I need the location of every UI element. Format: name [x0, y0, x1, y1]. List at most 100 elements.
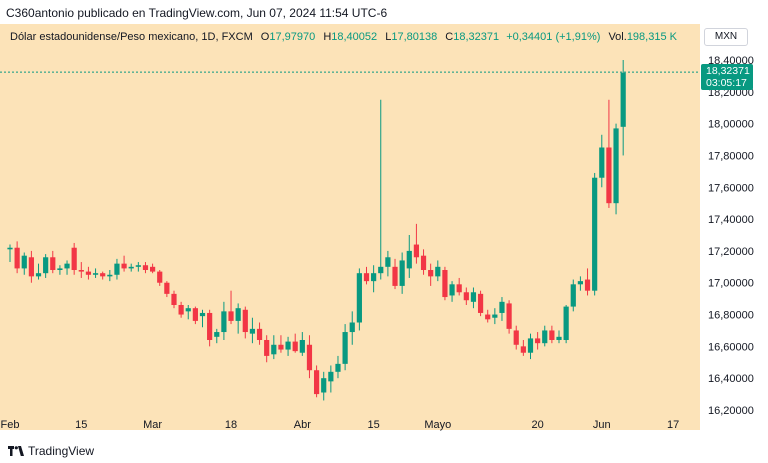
x-axis-ticks: Feb 15 Mar 18 Abr 15 Mayo 20 Jun 17: [1, 419, 680, 431]
y-tick-label: 17,40000: [708, 214, 754, 226]
legend-low: 17,80138: [391, 31, 438, 43]
candle-body: [342, 332, 348, 364]
x-tick-label: Mar: [143, 419, 162, 431]
candle-body: [456, 284, 462, 293]
candle-body: [613, 128, 619, 204]
candle-body: [371, 273, 377, 282]
legend-symbol[interactable]: Dólar estadounidense/Peso mexicano, 1D, …: [10, 31, 253, 43]
candle-body: [256, 328, 263, 340]
candle-body: [513, 330, 519, 345]
candle-body: [363, 273, 370, 282]
y-tick-label: 17,80000: [708, 150, 754, 162]
candle-body: [278, 344, 284, 350]
candle-body: [128, 266, 134, 269]
y-tick-label: 16,40000: [708, 373, 754, 385]
candle-body: [292, 341, 298, 352]
candle-body: [499, 301, 505, 313]
candle-body: [477, 293, 484, 313]
candle-body: [435, 266, 441, 277]
candle-body: [142, 265, 149, 270]
candle-body: [185, 308, 191, 312]
candle-body: [599, 147, 605, 178]
y-tick-label: 18,40000: [708, 55, 754, 67]
brand[interactable]: TradingView: [8, 444, 94, 458]
candle-body: [428, 270, 434, 277]
legend-volume: 198,315 K: [626, 31, 677, 43]
y-tick-label: 16,80000: [708, 310, 754, 322]
legend-volume-label: Vol.: [608, 31, 627, 43]
candle-body: [392, 266, 398, 286]
candle-body: [606, 147, 612, 204]
candle-body: [356, 273, 362, 323]
candle-body: [92, 273, 99, 275]
candle-body: [449, 284, 455, 296]
candle-body: [114, 263, 120, 275]
candle-body: [64, 263, 70, 269]
candle-body: [620, 72, 626, 127]
candle-body: [520, 346, 526, 353]
candle-body: [121, 263, 127, 269]
candle-body: [271, 344, 277, 355]
candle-body: [285, 341, 291, 350]
legend-high: 18,40052: [331, 31, 378, 43]
candle-body: [50, 257, 56, 270]
candle-body: [549, 330, 555, 340]
candle-body: [207, 312, 213, 340]
legend-high-label: H: [323, 31, 332, 43]
y-tick-label: 17,00000: [708, 278, 754, 290]
x-tick-label: 17: [667, 419, 679, 431]
candle-body: [164, 282, 170, 294]
candle-body: [470, 292, 477, 302]
candle-body: [406, 250, 412, 269]
candle-body: [584, 279, 591, 291]
legend-close-label: C: [445, 31, 454, 43]
chart-panel[interactable]: [0, 24, 700, 430]
candle-body: [506, 303, 512, 329]
candle-body: [242, 309, 248, 333]
brand-name: TradingView: [28, 444, 95, 458]
candle-body: [178, 305, 184, 315]
candle-body: [463, 292, 469, 301]
candle-body: [563, 306, 569, 340]
x-tick-label: Abr: [294, 419, 311, 431]
x-tick-label: 18: [225, 419, 237, 431]
candle-body: [442, 270, 448, 298]
candle-body: [420, 255, 427, 270]
candle-body: [264, 340, 270, 356]
candle-body: [85, 271, 92, 275]
y-tick-label: 17,20000: [708, 246, 754, 258]
candle-body: [592, 177, 598, 291]
candle-body: [328, 371, 334, 382]
tradingview-logo-icon: [8, 446, 24, 456]
footer: [0, 437, 768, 463]
candle-body: [313, 370, 320, 395]
candle-body: [321, 378, 327, 393]
y-tick-label: 16,20000: [708, 405, 754, 417]
candle-body: [306, 344, 313, 371]
candle-body: [542, 330, 548, 344]
x-tick-label: Mayo: [424, 419, 451, 431]
candle-body: [485, 314, 491, 320]
candle-body: [399, 260, 405, 286]
candle-body: [7, 247, 13, 250]
bar-countdown: 03:05:17: [706, 77, 747, 90]
last-price-tag: 18,32371 03:05:17: [701, 64, 753, 91]
x-tick-label: 15: [75, 419, 87, 431]
legend-change: +0,34401 (+1,91%): [506, 31, 601, 43]
ohlc-legend: Dólar estadounidense/Peso mexicano, 1D, …: [10, 31, 677, 43]
candle-body: [14, 247, 20, 269]
publisher-line: C360antonio publicado en TradingView.com…: [6, 6, 388, 20]
candle-body: [157, 271, 163, 283]
candle-body: [78, 270, 84, 272]
candle-body: [235, 308, 241, 321]
legend-open: 17,97970: [269, 31, 316, 43]
legend-close: 18,32371: [453, 31, 500, 43]
candle-body: [35, 273, 42, 277]
currency-badge[interactable]: MXN: [704, 28, 748, 46]
price-scale[interactable]: [700, 24, 768, 430]
candle-body: [214, 332, 220, 337]
candle-body: [527, 338, 534, 353]
candle-body: [535, 338, 541, 344]
candle-body: [492, 314, 498, 318]
